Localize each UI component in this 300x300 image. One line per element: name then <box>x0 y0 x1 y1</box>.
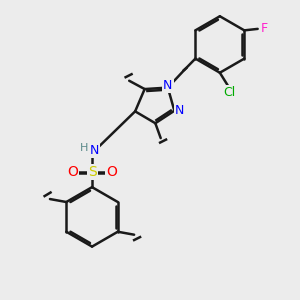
Text: N: N <box>89 144 99 158</box>
Text: F: F <box>261 22 268 35</box>
Text: N: N <box>163 79 172 92</box>
Text: Cl: Cl <box>224 86 236 99</box>
Text: S: S <box>88 165 96 179</box>
Text: O: O <box>67 165 78 179</box>
Text: N: N <box>175 104 184 117</box>
Text: H: H <box>80 143 88 153</box>
Text: O: O <box>106 165 117 179</box>
